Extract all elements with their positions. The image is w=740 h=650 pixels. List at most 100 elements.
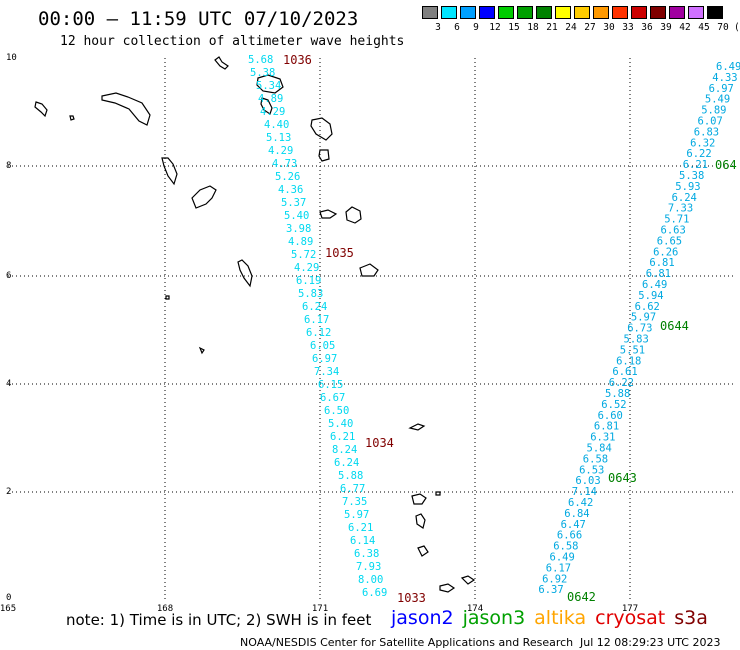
color-swatch: [460, 6, 476, 19]
wave-height-value: 6.37: [538, 584, 563, 596]
wave-height-value: 4.29: [294, 262, 319, 274]
island: [359, 263, 379, 277]
wave-height-value: 6.21: [330, 431, 355, 443]
satellite-legend: jason2 jason3 altika cryosat s3a: [391, 607, 717, 629]
wave-height-value: 5.68: [248, 54, 273, 66]
color-swatch: [707, 6, 723, 19]
satellite-legend-jason2: jason2: [391, 607, 454, 629]
color-scale-label: 6: [454, 22, 460, 33]
wave-height-value: 4.89: [288, 236, 313, 248]
wave-height-value: 5.93: [675, 181, 700, 193]
color-scale-label: 15: [508, 22, 520, 33]
wave-height-value: 6.60: [598, 410, 623, 422]
wave-height-value: 6.18: [616, 355, 641, 367]
wave-height-value: 6.66: [557, 530, 582, 542]
island: [101, 92, 151, 126]
color-swatch: [612, 6, 628, 19]
wave-height-value: 5.94: [638, 290, 663, 302]
wave-height-value: 6.42: [568, 497, 593, 509]
wave-height-value: 5.13: [266, 132, 291, 144]
wave-height-value: 7.35: [342, 496, 367, 508]
wave-height-value: 6.83: [694, 126, 719, 138]
longitude-tick-label: 174: [467, 604, 483, 614]
color-scale-label: 18: [527, 22, 539, 33]
credit-text: NOAA/NESDIS Center for Satellite Applica…: [240, 636, 574, 649]
time-label: 0642: [567, 590, 596, 604]
wave-height-value: 6.81: [649, 257, 674, 269]
wave-height-value: 5.38: [250, 67, 275, 79]
wave-height-value: 3.98: [286, 223, 311, 235]
wave-height-value: 4.29: [260, 106, 285, 118]
wave-height-value: 4.73: [272, 158, 297, 170]
island: [310, 117, 333, 141]
wave-height-value: 6.49: [550, 552, 575, 564]
latitude-tick-label: 2: [6, 487, 11, 497]
time-label: 1036: [283, 53, 312, 67]
wave-height-value: 4.40: [264, 119, 289, 131]
island: [411, 493, 427, 505]
wave-height-value: 6.07: [698, 116, 723, 128]
longitude-tick-label: 165: [0, 604, 16, 614]
wave-height-value: 6.73: [627, 323, 652, 335]
wave-height-value: 6.52: [601, 399, 626, 411]
longitude-tick-label: 177: [622, 604, 638, 614]
wave-height-value: 5.40: [284, 210, 309, 222]
wave-height-value: 6.15: [318, 379, 343, 391]
color-swatch: [650, 6, 666, 19]
latitude-tick-label: 10: [6, 53, 17, 63]
wave-height-value: 5.83: [624, 334, 649, 346]
axis-ticks: 165 168 171 174 177 10 8 6 4 2 0: [0, 53, 638, 614]
wave-height-value: 7.34: [314, 366, 339, 378]
latitude-tick-label: 8: [6, 161, 11, 171]
color-swatch: [441, 6, 457, 19]
island: [319, 209, 338, 219]
wave-height-value: 6.92: [542, 573, 567, 585]
color-scale-label: 24: [565, 22, 577, 33]
wave-height-value: 6.53: [579, 464, 604, 476]
wave-height-value: 6.77: [340, 483, 365, 495]
wave-height-value: 6.22: [686, 148, 711, 160]
island: [318, 149, 330, 162]
wave-height-value: 6.21: [348, 522, 373, 534]
wave-height-value: 5.49: [705, 94, 730, 106]
wave-height-value: 6.63: [661, 225, 686, 237]
island: [260, 97, 273, 115]
map-title: 00:00 – 11:59 UTC 07/10/2023: [38, 8, 359, 30]
time-label: 1035: [325, 246, 354, 260]
wave-height-value: 7.14: [572, 486, 597, 498]
wave-height-value: 5.72: [291, 249, 316, 261]
wave-height-value: 5.83: [298, 288, 323, 300]
wave-height-value: 8.00: [358, 574, 383, 586]
color-swatch: [517, 6, 533, 19]
wave-height-value: 5.88: [338, 470, 363, 482]
island: [161, 157, 178, 186]
wave-height-value: 5.37: [281, 197, 306, 209]
wave-height-value: 5.84: [587, 443, 612, 455]
time-label: 0644: [660, 319, 689, 333]
satellite-legend-s3a: s3a: [674, 607, 708, 629]
island: [165, 295, 170, 300]
color-scale-label: 30: [603, 22, 615, 33]
island: [69, 115, 75, 121]
island: [34, 101, 48, 118]
color-swatch: [669, 6, 685, 19]
wave-height-value: 4.33: [712, 72, 737, 84]
color-scale-unit: (ft): [734, 22, 740, 33]
wave-height-value: 6.50: [324, 405, 349, 417]
color-swatch: [536, 6, 552, 19]
wave-height-value: 6.61: [612, 366, 637, 378]
satellite-legend-jason3: jason3: [462, 607, 526, 629]
longitude-tick-label: 168: [157, 604, 173, 614]
wave-height-value: 6.58: [583, 453, 608, 465]
timestamp-text: Jul 12 08:29:23 UTC 2023: [580, 636, 721, 649]
wave-height-value: 6.69: [362, 587, 387, 599]
wave-height-value: 5.34: [256, 80, 281, 92]
color-swatch: [688, 6, 704, 19]
wave-height-value: 4.36: [278, 184, 303, 196]
satellite-legend-cryosat: cryosat: [595, 607, 666, 629]
island: [191, 185, 217, 209]
wave-height-value: 6.65: [657, 235, 682, 247]
wave-height-value: 4.29: [268, 145, 293, 157]
